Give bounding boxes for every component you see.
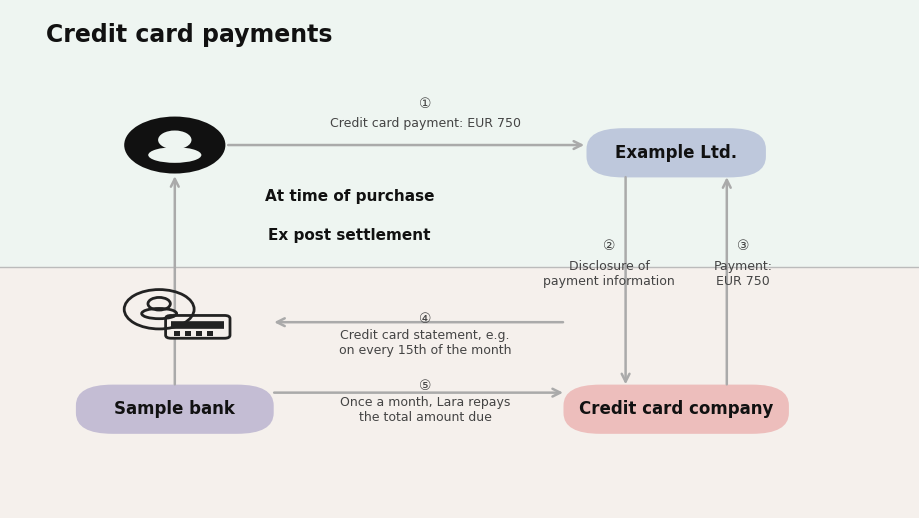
Circle shape [124,117,225,174]
Bar [196,331,202,336]
Text: ③: ③ [736,239,749,253]
Text: Example Ltd.: Example Ltd. [615,144,736,162]
FancyBboxPatch shape [165,315,230,338]
Text: At time of purchase: At time of purchase [265,190,434,204]
Text: ②: ② [602,239,615,253]
Text: Once a month, Lara repays
the total amount due: Once a month, Lara repays the total amou… [339,396,510,424]
Circle shape [158,131,191,149]
Text: Payment:
EUR 750: Payment: EUR 750 [713,260,772,287]
Text: Credit card statement, e.g.
on every 15th of the month: Credit card statement, e.g. on every 15t… [338,329,511,357]
Text: Ex post settlement: Ex post settlement [268,228,430,243]
Text: ⑤: ⑤ [418,379,431,393]
Text: Credit card company: Credit card company [578,400,773,418]
Text: ①: ① [418,96,431,111]
Text: ④: ④ [418,311,431,326]
FancyBboxPatch shape [75,385,274,434]
Ellipse shape [148,147,201,163]
FancyBboxPatch shape [563,385,789,434]
Bar [174,331,180,336]
Text: Credit card payments: Credit card payments [46,23,332,47]
Text: Sample bank: Sample bank [114,400,235,418]
Bar [185,331,191,336]
FancyBboxPatch shape [586,128,766,178]
Bar [207,331,213,336]
Text: Credit card payment: EUR 750: Credit card payment: EUR 750 [329,117,520,130]
Text: Disclosure of
payment information: Disclosure of payment information [542,260,675,287]
Bar [0,267,919,518]
